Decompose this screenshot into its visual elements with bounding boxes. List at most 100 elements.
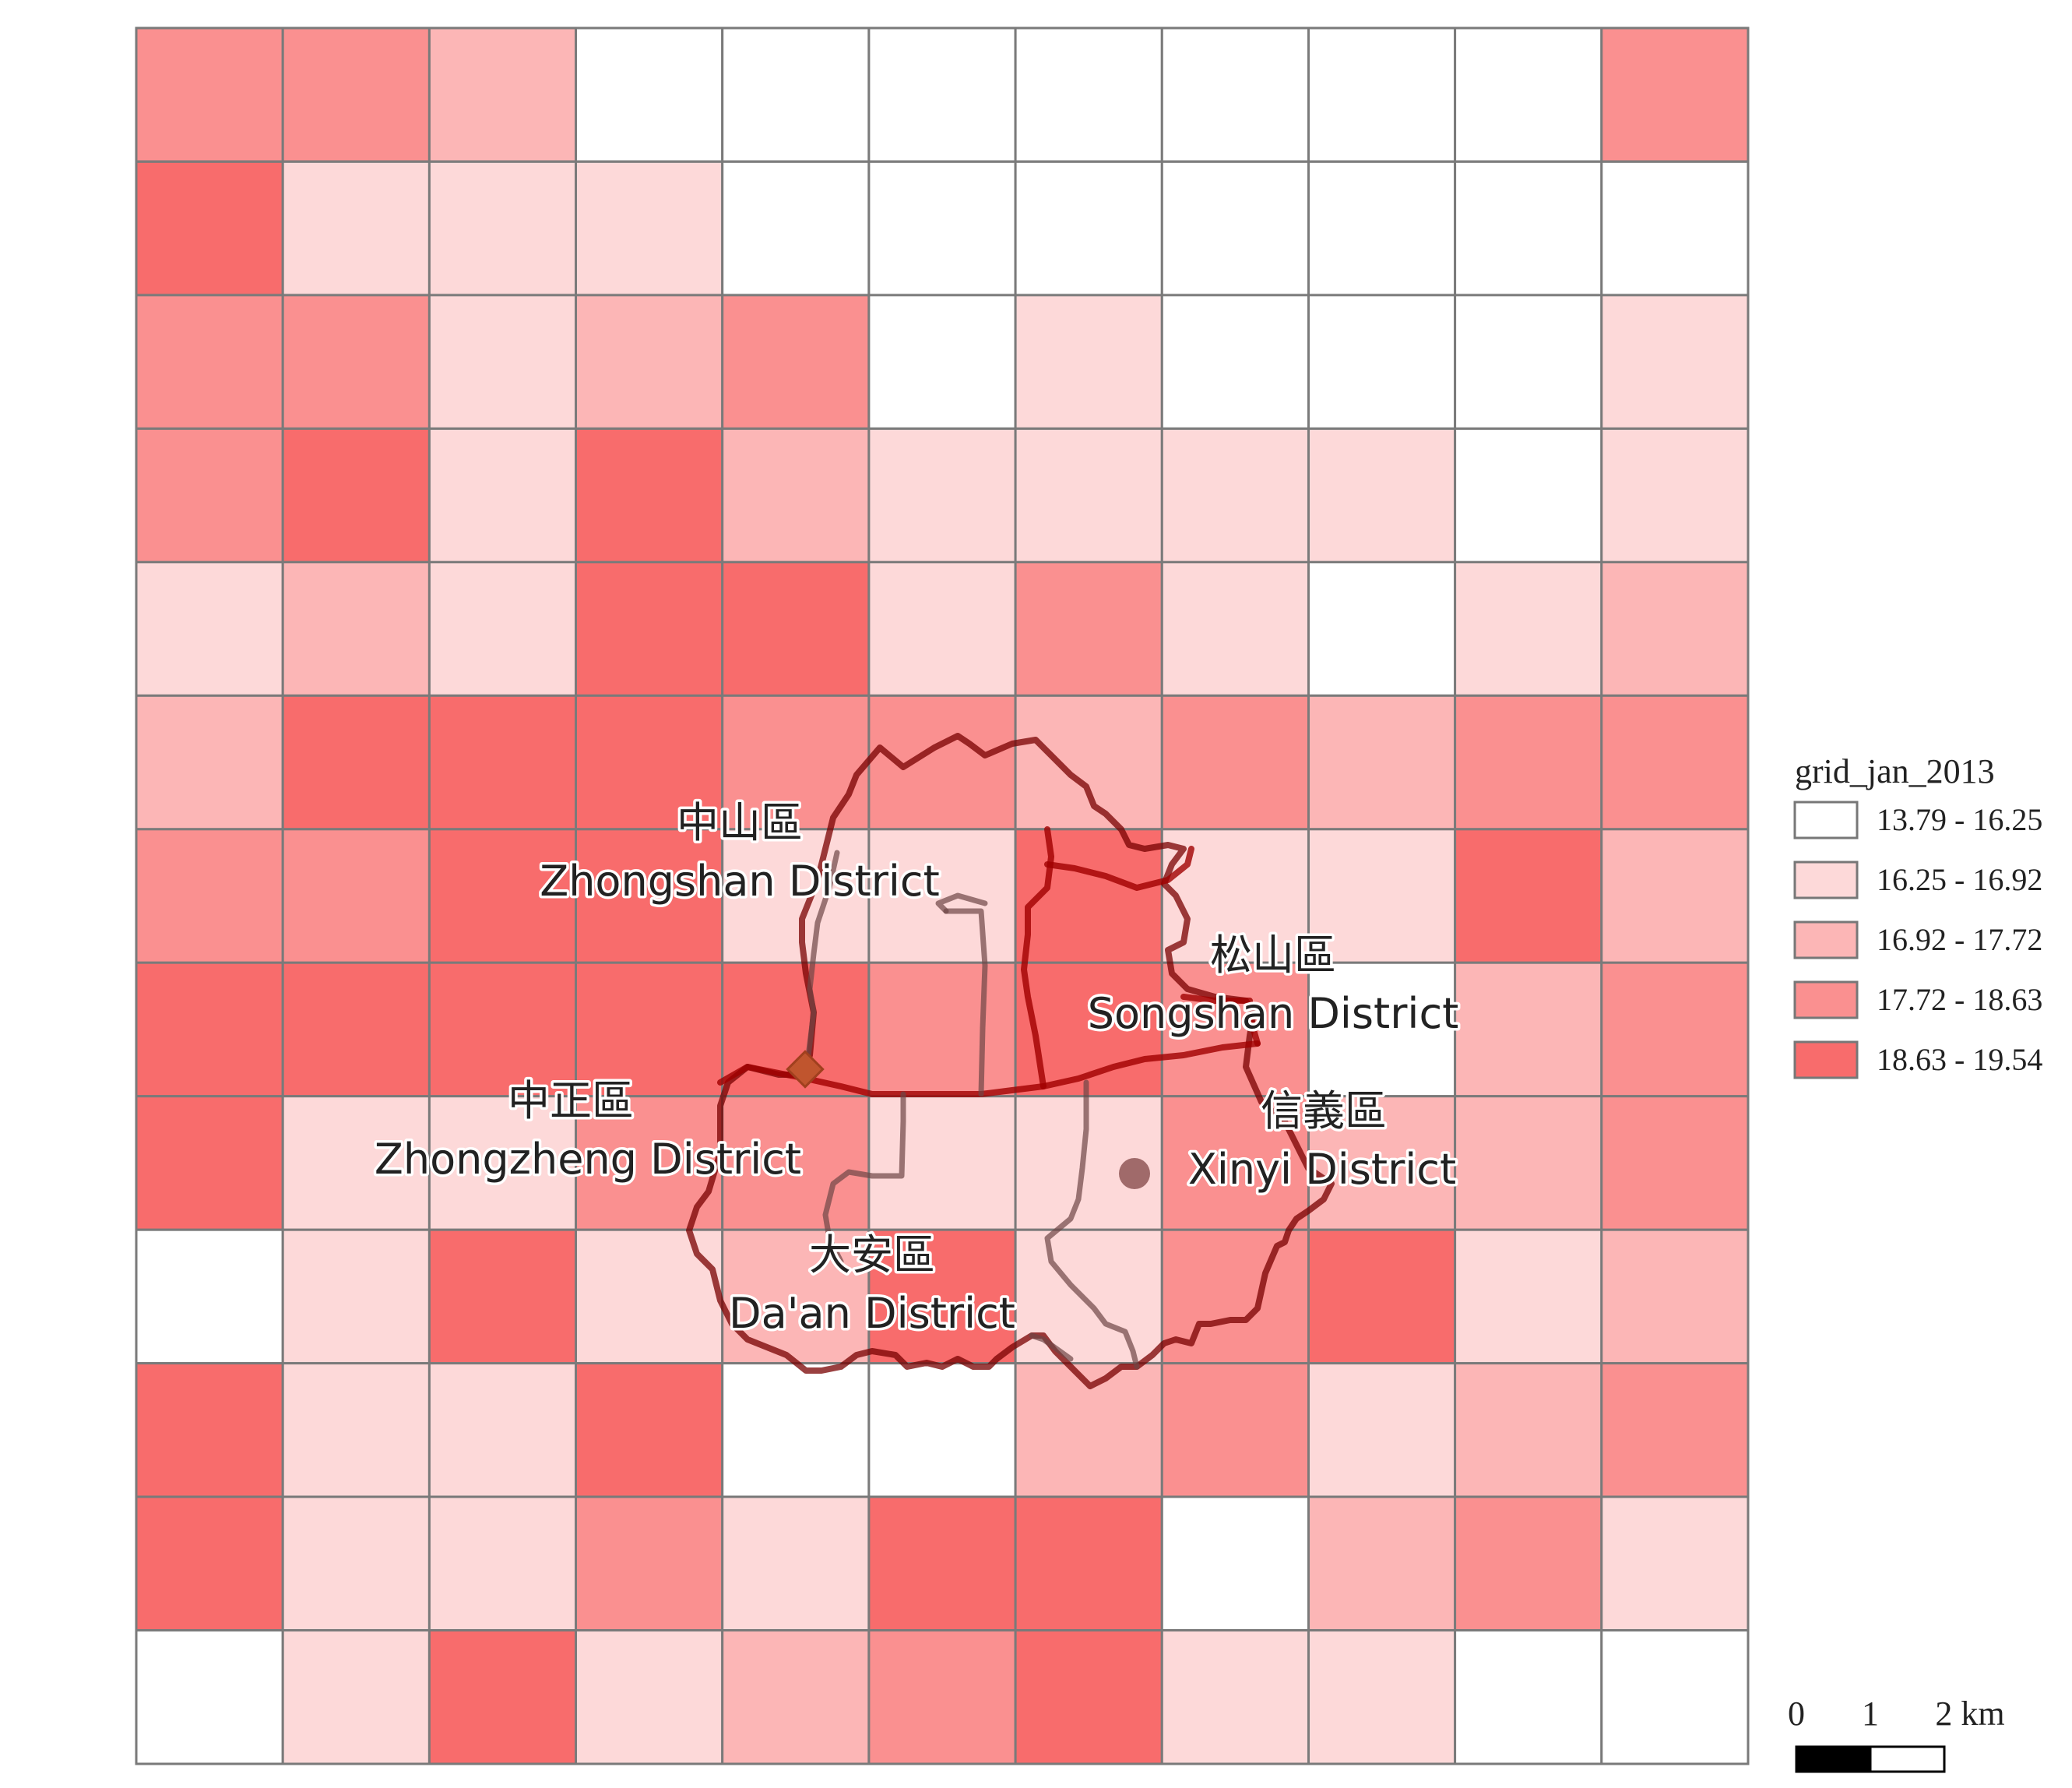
grid-cell-r1-c7 (1160, 160, 1310, 297)
grid-cell-r4-c5 (867, 561, 1017, 697)
legend-label-4: 18.63 - 19.54 (1877, 1042, 2042, 1077)
grid-cell-r2-c6 (1014, 294, 1163, 430)
grid-cell-r6-c9 (1454, 828, 1603, 964)
grid-cell-r7-c0 (135, 961, 284, 1098)
grid-cell-r3-c4 (721, 427, 871, 564)
grid-cell-r10-c10 (1600, 1362, 1750, 1498)
grid-cell-r10-c8 (1307, 1362, 1457, 1498)
grid-cell-r2-c5 (867, 294, 1017, 430)
grid-cell-r3-c10 (1600, 427, 1750, 564)
scale-label-2km: 2 km (1935, 1695, 2004, 1733)
grid-cell-r7-c1 (281, 961, 431, 1098)
grid-cell-r12-c5 (867, 1629, 1017, 1765)
label-zhongzheng-en: Zhongzheng District (375, 1135, 801, 1184)
legend-swatch-4 (1793, 1040, 1859, 1079)
grid-cell-r6-c8 (1307, 828, 1457, 964)
district-border-songshan-xinyi (1180, 994, 1261, 1047)
grid-cell-r9-c1 (281, 1228, 431, 1365)
grid-cell-r6-c10 (1600, 828, 1750, 964)
grid-cell-r11-c6 (1014, 1495, 1163, 1632)
grid-cell-r4-c10 (1600, 561, 1750, 697)
district-border-daan-west (822, 1091, 906, 1265)
grid-cell-r3-c2 (427, 427, 578, 564)
grid-cell-r5-c8 (1307, 694, 1457, 831)
grid-cell-r2-c7 (1160, 294, 1310, 430)
grid-cell-r9-c8 (1307, 1228, 1457, 1365)
grid-cell-r10-c1 (281, 1362, 431, 1498)
grid-cell-r1-c1 (281, 160, 431, 297)
scale-label-0: 0 (1788, 1695, 1805, 1733)
grid-cell-r9-c10 (1600, 1228, 1750, 1365)
point-marker-diamond (786, 1050, 825, 1089)
grid-cell-r11-c0 (135, 1495, 284, 1632)
district-boundaries (686, 733, 1335, 1389)
grid-cell-r5-c5 (867, 694, 1017, 831)
grid-cell-r10-c4 (721, 1362, 871, 1498)
district-border-songshan-north (1044, 846, 1194, 891)
grid-cell-r7-c8 (1307, 961, 1457, 1098)
grid-cell-r2-c0 (135, 294, 284, 430)
legend-label-2: 16.92 - 17.72 (1877, 922, 2042, 957)
point-marker-circle (1119, 1158, 1150, 1189)
label-songshan-zh: 松山區 (1210, 931, 1336, 980)
legend-swatch-2 (1793, 920, 1859, 959)
grid-cell-r9-c6 (1014, 1228, 1163, 1365)
grid-cell-r0-c1 (281, 26, 431, 163)
label-songshan-en: Songshan District (1088, 989, 1459, 1038)
grid-cell-r12-c0 (135, 1629, 284, 1765)
grid-cell-r2-c4 (721, 294, 871, 430)
grid-cell-r1-c0 (135, 160, 284, 297)
grid-cell-r11-c9 (1454, 1495, 1603, 1632)
district-labels: 中山區 Zhongshan District 松山區 Songshan Dist… (371, 796, 1461, 1341)
grid-cell-r11-c3 (575, 1495, 724, 1632)
grid-cell-r10-c3 (575, 1362, 724, 1498)
grid-cell-r8-c2 (427, 1095, 578, 1231)
grid-cell-r1-c4 (721, 160, 871, 297)
scale-bar-segment-white (1869, 1745, 1946, 1773)
grid-cell-r0-c2 (427, 26, 578, 163)
grid-cell-r9-c9 (1454, 1228, 1603, 1365)
legend: grid_jan_2013 13.79 - 16.25 16.25 - 16.92… (1793, 752, 2042, 1079)
grid-cell-r0-c0 (135, 26, 284, 163)
district-border-zhongshan-west (803, 850, 840, 1078)
grid-cell-r0-c5 (867, 26, 1017, 163)
grid-cell-r3-c7 (1160, 427, 1310, 564)
grid-cell-r10-c5 (867, 1362, 1017, 1498)
grid-cell-r11-c8 (1307, 1495, 1457, 1632)
grid-cell-r0-c4 (721, 26, 871, 163)
grid-cell-r5-c10 (1600, 694, 1750, 831)
district-border-zhongshan-inner (943, 908, 988, 1097)
grid-cell-r9-c5 (867, 1228, 1017, 1365)
grid-cell-r2-c10 (1600, 294, 1750, 430)
label-zhongzheng-zh: 中正區 (508, 1076, 634, 1125)
legend-label-0: 13.79 - 16.25 (1877, 802, 2042, 837)
grid-cell-r9-c3 (575, 1228, 724, 1365)
grid-cell-r2-c8 (1307, 294, 1457, 430)
legend-items: 13.79 - 16.25 16.25 - 16.92 16.92 - 17.72 1… (1793, 801, 2042, 1079)
scale-label-1: 1 (1862, 1695, 1879, 1733)
grid-cell-r9-c2 (427, 1228, 578, 1365)
grid-cell-r12-c1 (281, 1629, 431, 1765)
legend-swatch-3 (1793, 980, 1859, 1019)
label-zhongshan-en: Zhongshan District (540, 857, 940, 906)
grid-cell-r2-c1 (281, 294, 431, 430)
grid-cell-r1-c10 (1600, 160, 1750, 297)
grid-cell-r2-c3 (575, 294, 724, 430)
grid-cell-r12-c2 (427, 1629, 578, 1765)
grid-cell-r7-c2 (427, 961, 578, 1098)
grid-cell-r12-c3 (575, 1629, 724, 1765)
grid-cell-r9-c0 (135, 1228, 284, 1365)
grid-cell-r8-c10 (1600, 1095, 1750, 1231)
label-daan-zh: 大安區 (809, 1230, 935, 1279)
study-area-outline (686, 733, 1335, 1389)
grid-cell-r11-c2 (427, 1495, 578, 1632)
grid-cell-r5-c9 (1454, 694, 1603, 831)
grid-cell-r1-c2 (427, 160, 578, 297)
grid-cell-r5-c7 (1160, 694, 1310, 831)
grid-cell-r7-c10 (1600, 961, 1750, 1098)
grid-cell-r6-c1 (281, 828, 431, 964)
grid-cell-r12-c8 (1307, 1629, 1457, 1765)
grid-cell-r10-c7 (1160, 1362, 1310, 1498)
legend-swatch-0 (1793, 801, 1859, 839)
grid-cell-r6-c7 (1160, 828, 1310, 964)
